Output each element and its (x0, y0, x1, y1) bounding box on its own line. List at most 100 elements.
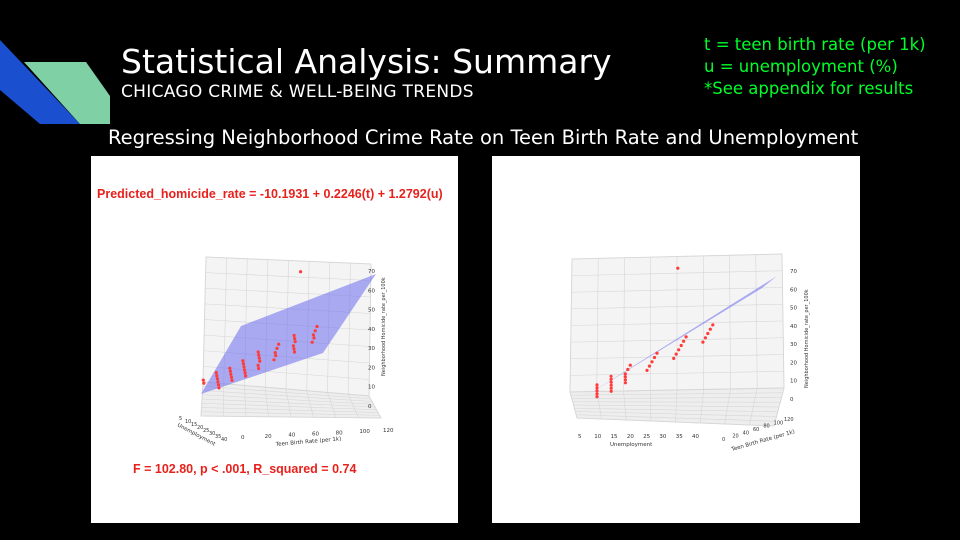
y-tick-label: 35 (215, 434, 221, 440)
data-point (312, 336, 316, 340)
grid-line (201, 398, 376, 408)
y-axis-label: Teen Birth Rate (per 1k) (730, 429, 796, 453)
data-point (256, 350, 260, 354)
data-point (257, 366, 261, 371)
z-tick-label: 0 (790, 397, 794, 403)
data-point (595, 389, 599, 393)
y-tick-label: 30 (209, 431, 215, 437)
data-point (228, 366, 232, 370)
data-point (293, 340, 297, 344)
data-point (274, 354, 278, 358)
x-tick-label: 120 (383, 428, 394, 434)
section-heading: Regressing Neighborhood Crime Rate on Te… (108, 126, 859, 149)
data-point (609, 377, 613, 381)
x-tick-label: 25 (643, 434, 650, 440)
x-tick-label: 40 (288, 433, 295, 439)
data-point (672, 356, 676, 360)
data-point (292, 350, 297, 354)
z-tick-label: 70 (368, 269, 375, 275)
z-tick-label: 10 (790, 379, 797, 385)
data-point (275, 346, 279, 350)
data-point (623, 372, 627, 376)
grid-line (327, 392, 337, 418)
data-point (242, 365, 246, 369)
z-tick-label: 40 (368, 327, 375, 333)
grid-line (201, 407, 379, 413)
z-tick-label: 20 (368, 365, 375, 371)
data-point (293, 337, 297, 341)
data-point (645, 368, 649, 372)
grid-line (201, 402, 377, 411)
page-subtitle: CHICAGO CRIME & WELL-BEING TRENDS (121, 82, 474, 102)
grid-line (573, 404, 780, 408)
data-point (684, 335, 688, 339)
data-point (609, 386, 613, 390)
data-point (228, 369, 232, 373)
x-tick-label: 100 (359, 429, 370, 435)
x-tick-label: 15 (611, 434, 618, 440)
data-point (623, 381, 627, 385)
y-tick-label: 0 (722, 437, 725, 443)
grid-line (781, 253, 785, 389)
x-tick-label: 60 (312, 432, 319, 438)
data-point (609, 380, 613, 384)
data-point (609, 374, 613, 378)
data-point (202, 381, 206, 385)
grid-line (368, 263, 372, 397)
y-tick-label: 80 (763, 424, 769, 430)
x-tick-label: 80 (336, 430, 343, 436)
grid-line (202, 381, 370, 397)
grid-line (569, 387, 785, 393)
grid-line (570, 320, 784, 326)
data-point (711, 323, 715, 327)
data-point (258, 359, 262, 363)
data-point (650, 360, 654, 364)
legend-item-u: u = unemployment (%) (704, 57, 898, 76)
grid-line (347, 394, 359, 418)
x-tick-label: 10 (594, 434, 601, 440)
z-tick-label: 60 (790, 287, 797, 293)
data-point (595, 395, 599, 399)
grid-line (749, 388, 758, 426)
z-tick-label: 70 (790, 269, 797, 275)
grid-line (724, 388, 731, 425)
data-point (595, 383, 599, 387)
z-tick-label: 60 (368, 288, 375, 294)
x-tick-label: 35 (676, 434, 683, 440)
data-point (241, 359, 245, 363)
grid-line (574, 407, 778, 413)
legend-item-appendix: *See appendix for results (704, 79, 914, 98)
data-point (595, 386, 599, 390)
data-point (315, 324, 319, 329)
data-point (201, 378, 205, 382)
regression-equation: Predicted_homicide_rate = -10.1931 + 0.2… (97, 187, 443, 201)
grid-line (576, 414, 776, 422)
y-tick-label: 10 (185, 419, 191, 425)
z-tick-label: 40 (790, 324, 797, 330)
grid-line (201, 411, 380, 416)
grid-line (200, 415, 382, 419)
data-point (229, 372, 233, 376)
z-tick-label: 10 (368, 385, 375, 391)
y-tick-label: 15 (191, 422, 197, 428)
page-title: Statistical Analysis: Summary (121, 42, 612, 81)
data-point (703, 336, 707, 340)
x-tick-label: 5 (578, 434, 582, 440)
data-point (655, 351, 659, 355)
grid-line (773, 387, 785, 427)
grid-line (570, 354, 784, 360)
data-point (292, 347, 296, 351)
data-point (215, 377, 219, 381)
z-axis-label: Neighborhood Homicide_rate_per_100k (381, 277, 387, 376)
data-point (241, 362, 245, 366)
data-point (256, 363, 260, 367)
grid-line (576, 417, 775, 427)
data-point (216, 380, 220, 384)
grid-line (570, 370, 784, 376)
data-point (243, 371, 247, 375)
data-point (311, 333, 315, 337)
data-point (628, 363, 632, 367)
data-point (273, 351, 277, 355)
